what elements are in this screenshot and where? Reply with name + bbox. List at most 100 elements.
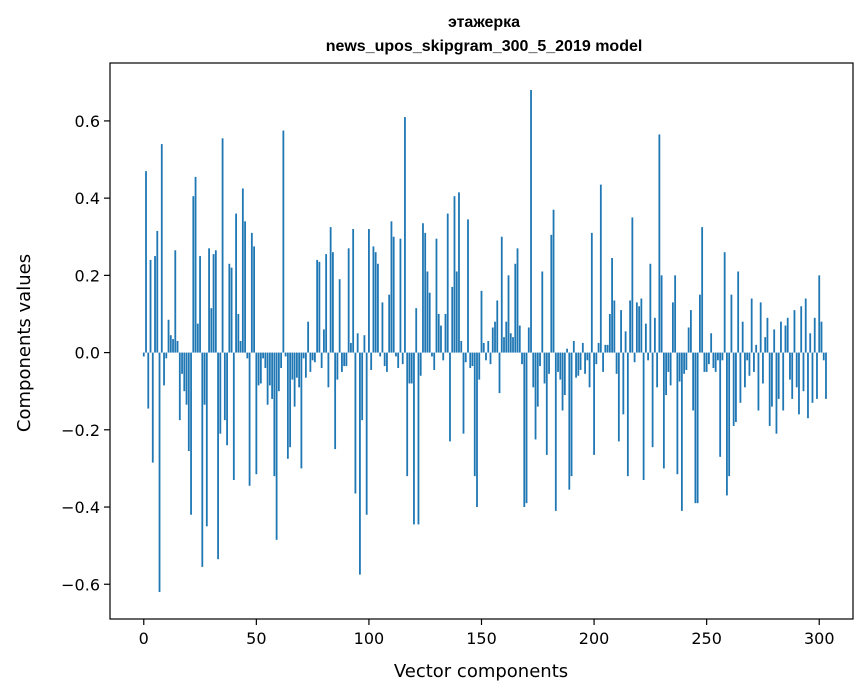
bar (347, 248, 350, 353)
bar (514, 263, 517, 353)
bar (235, 213, 237, 353)
bar (541, 271, 544, 353)
plot-frame (109, 62, 854, 620)
bar (311, 352, 314, 361)
bar (192, 196, 195, 353)
bar (399, 238, 402, 353)
bar (142, 352, 145, 357)
bar (640, 298, 643, 353)
bar (388, 294, 391, 353)
bar (316, 259, 319, 353)
bar (658, 134, 661, 353)
bar (431, 352, 433, 357)
x-tick-label: 200 (579, 629, 610, 648)
bar (588, 352, 591, 388)
bar (241, 188, 244, 353)
bar (811, 352, 814, 403)
bar (458, 192, 460, 353)
bar (660, 275, 663, 353)
bar (766, 317, 769, 353)
bar (419, 352, 422, 376)
bar (201, 352, 204, 567)
bar (309, 352, 312, 372)
bar (485, 352, 487, 361)
bar (469, 352, 472, 369)
bar (638, 306, 641, 353)
bar (563, 352, 566, 396)
bar (820, 321, 823, 353)
bar (642, 352, 645, 480)
bar (361, 352, 364, 421)
bar (426, 271, 429, 353)
bar (244, 221, 246, 353)
bar (370, 352, 373, 370)
bar (507, 275, 510, 353)
bar (482, 342, 485, 353)
bar (185, 352, 188, 405)
bar (464, 352, 467, 363)
bar (705, 352, 708, 372)
bar (703, 352, 706, 372)
bar (581, 342, 584, 353)
y-tick-label: −0.2 (61, 421, 100, 440)
bar (437, 313, 440, 353)
bar (689, 310, 692, 353)
bar (620, 310, 622, 353)
bar (264, 352, 267, 369)
bar (530, 90, 532, 353)
x-axis-ticks: 0 50 100 150 200 250 300 (139, 619, 835, 648)
bar (804, 298, 807, 353)
bar (286, 352, 289, 459)
bar (795, 352, 798, 388)
bar (516, 248, 519, 353)
bar (253, 246, 255, 353)
bar (777, 352, 780, 399)
bar (793, 310, 796, 353)
bar (271, 352, 274, 399)
bar (545, 352, 548, 455)
bar (572, 341, 575, 353)
bar (320, 352, 323, 369)
bar (228, 263, 231, 353)
bar (548, 352, 550, 374)
bar (750, 298, 753, 353)
y-tick-label: 0.0 (75, 344, 100, 363)
bar (633, 352, 636, 363)
bar (392, 236, 395, 353)
bar (602, 352, 604, 372)
bar (561, 352, 564, 411)
bar (295, 352, 298, 378)
bar (178, 352, 181, 421)
bar (773, 329, 776, 353)
bar (671, 302, 674, 353)
bar (608, 313, 611, 353)
bar (208, 248, 210, 353)
bar (676, 352, 679, 475)
bar (748, 352, 751, 376)
bar (653, 317, 656, 353)
bar (289, 352, 292, 448)
bar (590, 232, 593, 353)
bar (390, 221, 393, 353)
bar (762, 352, 764, 384)
bar (496, 300, 499, 353)
bar (685, 352, 688, 370)
bar (566, 348, 568, 353)
bar (250, 232, 253, 353)
bar (417, 352, 420, 525)
bar (329, 227, 332, 353)
bar (214, 250, 217, 353)
bar (780, 321, 782, 353)
bar (181, 352, 183, 374)
bar (212, 254, 215, 353)
bar (232, 352, 235, 480)
bar (237, 313, 240, 353)
bar (210, 308, 213, 353)
bar (825, 352, 827, 399)
bar (167, 319, 170, 353)
bar (604, 344, 607, 353)
bar (154, 256, 156, 353)
bar (579, 352, 582, 370)
bar (647, 352, 650, 361)
bar (248, 352, 251, 486)
